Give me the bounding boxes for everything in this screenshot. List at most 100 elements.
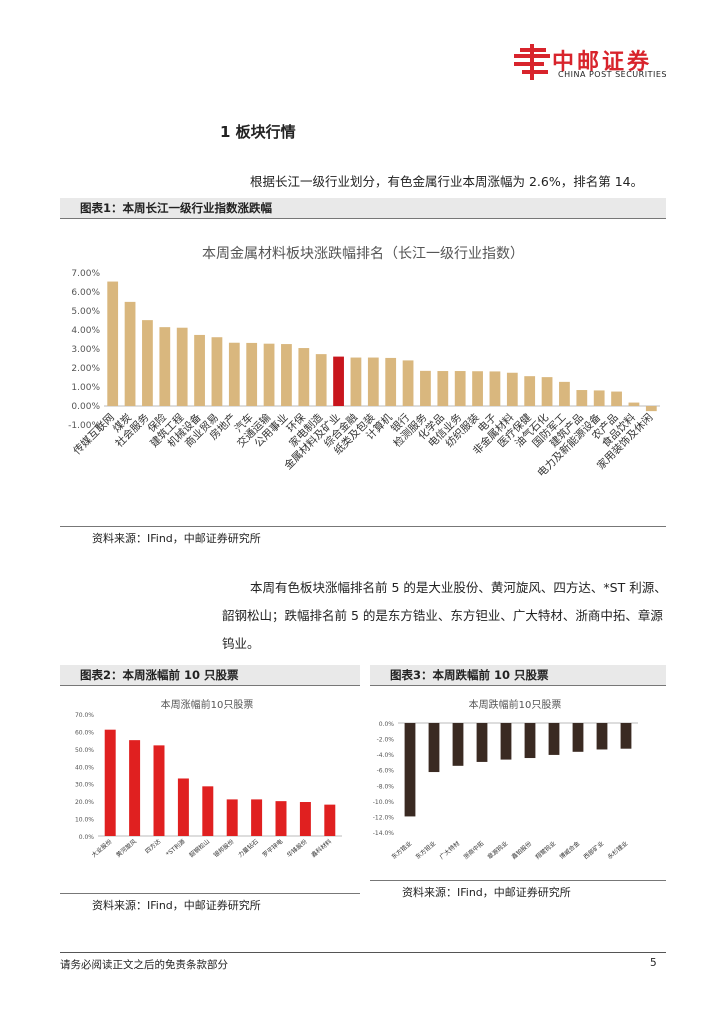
bar-建筑工程 bbox=[176, 327, 188, 406]
figure2-header-rule bbox=[60, 685, 360, 686]
paragraph-industry-summary: 根据长江一级行业划分，有色金属行业本周涨幅为 2.6%，排名第 14。 bbox=[250, 174, 644, 189]
bar-环保 bbox=[298, 348, 310, 406]
bar-华锋股份 bbox=[299, 802, 311, 836]
x-tick-label: 广大特材 bbox=[438, 839, 462, 861]
bar-银邦股份 bbox=[226, 799, 238, 836]
bar-食品饮料 bbox=[628, 402, 640, 406]
chart3-title: 本周跌幅前10只股票 bbox=[469, 698, 562, 711]
bar-机械设备 bbox=[194, 334, 205, 406]
chart2-title: 本周涨幅前10只股票 bbox=[161, 698, 254, 711]
y-tick-label: 60.0% bbox=[75, 729, 94, 736]
bar-西部矿业 bbox=[596, 723, 608, 750]
x-tick-label: 翔鹭钨业 bbox=[534, 839, 558, 861]
paragraph-top-stocks-line2: 韶钢松山；跌幅排名前 5 的是东方锆业、东方钽业、广大特材、浙商中拓、章源 bbox=[222, 608, 663, 623]
china-post-logo bbox=[514, 44, 550, 80]
bar-翔鹭钨业 bbox=[548, 723, 560, 755]
bar-农产品 bbox=[611, 391, 622, 406]
top-gainers-bar-chart: 本周涨幅前10只股票 70.0% 60.0% 50.0% 40.0% 30.0% 20.0… bbox=[75, 698, 342, 859]
bar-电子 bbox=[489, 371, 501, 406]
x-tick-label: 鑫科材料 bbox=[310, 837, 334, 859]
bar-计算机 bbox=[385, 357, 397, 406]
x-tick-label: 力量钻石 bbox=[236, 837, 260, 859]
x-tick-label: 东方锆业 bbox=[390, 839, 414, 861]
y-tick-label: 70.0% bbox=[75, 712, 94, 719]
bar-东方钽业 bbox=[428, 723, 440, 773]
figure1-header-rule bbox=[60, 218, 666, 219]
y-tick-label: -10.0% bbox=[373, 799, 395, 806]
bar-检测服务 bbox=[420, 370, 431, 406]
bar-交通运输 bbox=[263, 343, 275, 406]
brand-name: 中邮证券 bbox=[552, 50, 653, 75]
y-tick-label: 6.00% bbox=[71, 288, 100, 298]
bar-浙商中拓 bbox=[476, 723, 488, 762]
bar-社会服务 bbox=[142, 320, 153, 406]
bar-油气石化 bbox=[541, 377, 553, 406]
x-tick-label: 四方达 bbox=[143, 837, 162, 855]
bar-银行 bbox=[402, 360, 414, 406]
x-tick-label: 浙商中拓 bbox=[462, 839, 486, 861]
x-tick-label: 东方钽业 bbox=[414, 839, 438, 861]
y-tick-label: -4.0% bbox=[377, 752, 395, 759]
bar-章源钨业 bbox=[500, 723, 512, 760]
bar-韶钢松山 bbox=[202, 786, 214, 836]
figure1-source: 资料来源：IFind，中邮证券研究所 bbox=[92, 532, 261, 545]
x-tick-label: 传媒互联网 bbox=[70, 411, 116, 457]
y-tick-label: 0.00% bbox=[71, 402, 100, 412]
figure3-label: 图表3：本周跌幅前 10 只股票 bbox=[370, 665, 666, 685]
y-tick-label: 20.0% bbox=[75, 799, 94, 806]
figure1-source-rule bbox=[60, 526, 666, 527]
bar-保险 bbox=[159, 327, 171, 406]
x-tick-label: 华锋股份 bbox=[285, 837, 309, 859]
x-tick-label: 罗平锌电 bbox=[261, 837, 285, 859]
bar-纺织服装 bbox=[472, 371, 483, 406]
footer-disclaimer: 请务必阅读正文之后的免责条款部分 bbox=[60, 959, 228, 971]
y-tick-label: 5.00% bbox=[71, 307, 100, 317]
y-tick-label: -2.0% bbox=[377, 737, 395, 744]
y-tick-label: -14.0% bbox=[373, 830, 395, 837]
y-tick-label: 3.00% bbox=[71, 345, 100, 355]
y-tick-label: 50.0% bbox=[75, 747, 94, 754]
bar-家用装饰及休闲 bbox=[645, 406, 657, 412]
figure3-header-rule bbox=[370, 685, 666, 686]
bar-传媒互联网 bbox=[107, 281, 119, 406]
bar-非金属材料 bbox=[506, 372, 518, 406]
page-number: 5 bbox=[650, 957, 657, 969]
figure2-source-rule bbox=[60, 893, 360, 894]
bar-博威合金 bbox=[572, 723, 584, 752]
paragraph-top-stocks-line3: 钨业。 bbox=[222, 636, 260, 651]
x-tick-label: 黄河旋风 bbox=[114, 837, 138, 859]
x-tick-label: 章源钨业 bbox=[486, 839, 510, 861]
bar-化学品 bbox=[437, 371, 449, 406]
bar-房地产 bbox=[228, 342, 240, 406]
bar-电力及新能源设备 bbox=[593, 390, 605, 406]
y-tick-label: 7.00% bbox=[71, 269, 100, 279]
figure1-label: 图表1：本周长江一级行业指数涨跌幅 bbox=[60, 198, 666, 218]
figure3-source: 资料来源：IFind，中邮证券研究所 bbox=[402, 886, 571, 899]
bar-国防军工 bbox=[559, 381, 570, 406]
y-tick-label: 2.00% bbox=[71, 364, 100, 374]
bar-力量钻石 bbox=[251, 799, 263, 836]
y-tick-label: 10.0% bbox=[75, 817, 94, 824]
bar-罗平锌电 bbox=[275, 801, 287, 836]
bar-金属材料及矿业 bbox=[333, 356, 344, 406]
x-tick-label: 西部矿业 bbox=[582, 839, 606, 861]
y-tick-label: 40.0% bbox=[75, 764, 94, 771]
x-tick-label: *ST利源 bbox=[164, 837, 186, 858]
bar-医疗保健 bbox=[524, 376, 536, 406]
bar-黄河旋风 bbox=[129, 740, 141, 836]
bar-广大特材 bbox=[452, 723, 464, 766]
bar-商业贸易 bbox=[211, 337, 223, 406]
bar-建筑产品 bbox=[576, 390, 588, 406]
bar-综合金融 bbox=[350, 357, 362, 406]
bar-公用事业 bbox=[281, 344, 292, 406]
bar-四方达 bbox=[153, 745, 165, 836]
bar-纸类及包装 bbox=[367, 357, 379, 406]
x-tick-label: 鑫铂股份 bbox=[510, 839, 534, 861]
y-tick-label: 0.0% bbox=[79, 834, 95, 841]
bar-煤炭 bbox=[124, 301, 136, 406]
figure3-source-rule bbox=[370, 880, 666, 881]
bar-大业股份 bbox=[104, 729, 116, 836]
x-tick-label: 韶钢松山 bbox=[188, 837, 212, 859]
bar-家电制造 bbox=[315, 354, 327, 406]
figure2-source: 资料来源：IFind，中邮证券研究所 bbox=[92, 899, 261, 912]
